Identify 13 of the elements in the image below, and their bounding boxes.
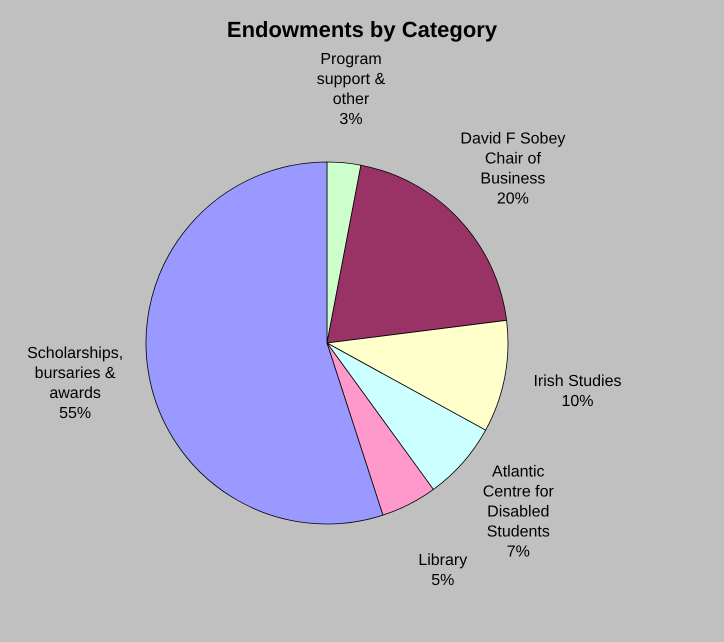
data-label: 55% — [59, 404, 92, 422]
data-label: 10% — [561, 392, 594, 410]
slice-label: Scholarships, bursaries & awards — [27, 344, 124, 402]
chart-title: Endowments by Category — [226, 17, 498, 42]
data-label: 7% — [506, 544, 530, 561]
slice-label: Library — [418, 552, 468, 570]
slice-label: Atlantic Centre for Disabled Students — [482, 464, 555, 541]
data-label: 3% — [339, 111, 363, 128]
slice-label: Irish Studies — [533, 372, 622, 390]
slice-label: Program support & other — [316, 51, 386, 108]
slice-label: David F Sobey Chair of Business — [460, 130, 566, 188]
data-label: 5% — [431, 572, 454, 590]
data-label: 20% — [496, 190, 529, 208]
